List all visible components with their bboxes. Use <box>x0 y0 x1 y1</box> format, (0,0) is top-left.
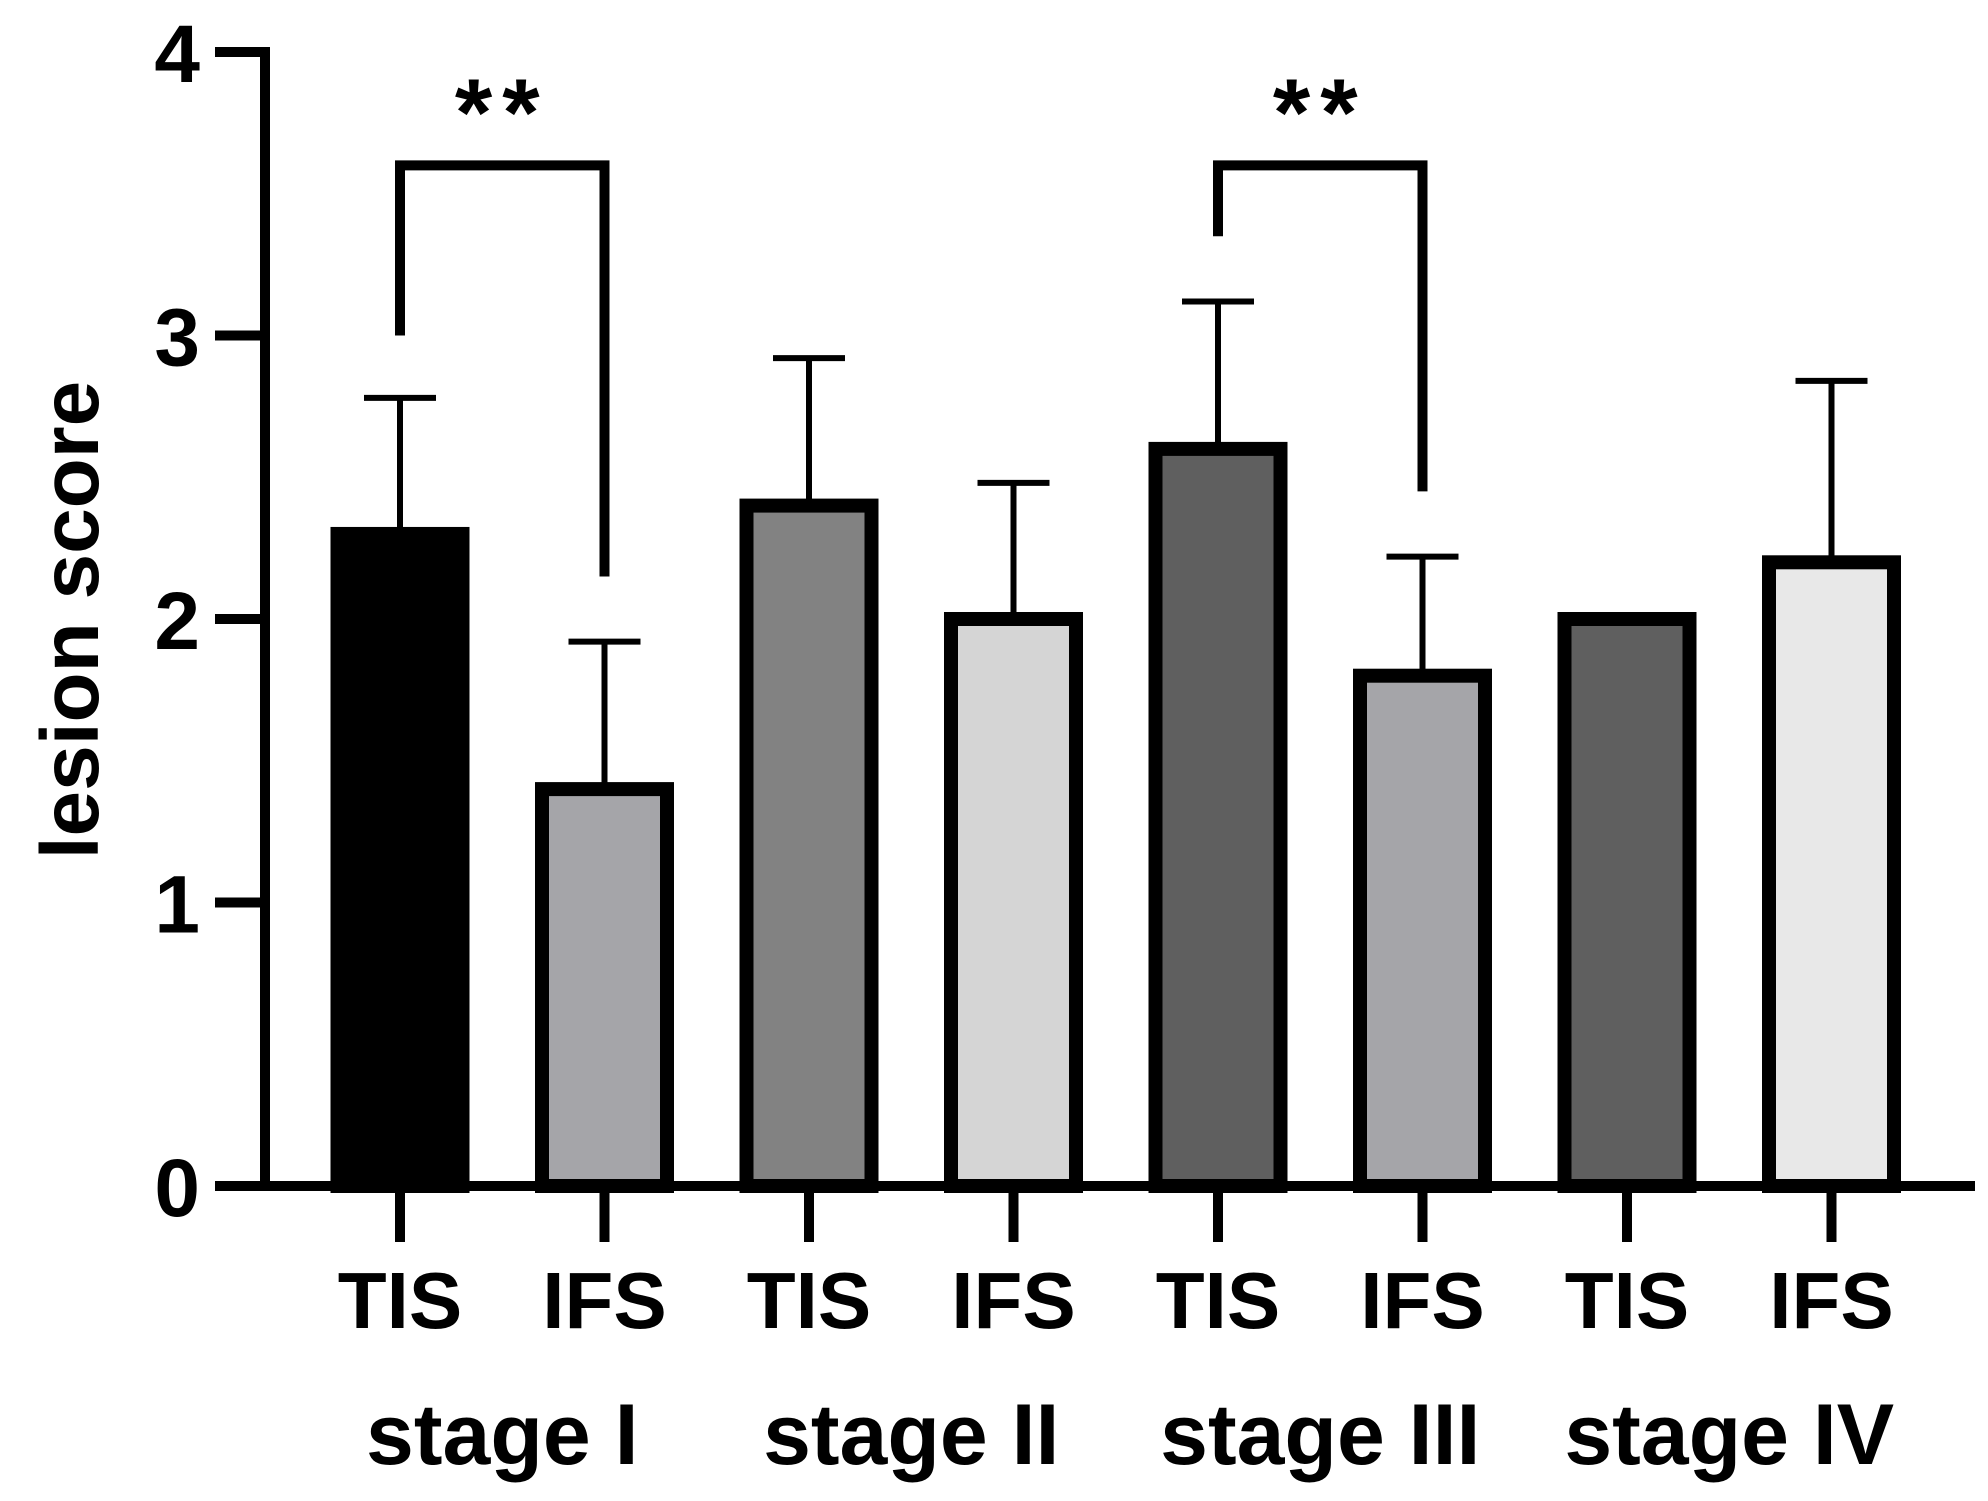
y-tick-label: 1 <box>154 860 200 951</box>
bar-1-ifs <box>535 782 674 1193</box>
axes-layer <box>215 47 1975 1242</box>
significance-bracket <box>395 160 610 577</box>
bar-4-tis <box>1557 612 1697 1193</box>
bar-1-tis <box>330 526 470 1193</box>
x-tick-label: TIS <box>1156 1256 1280 1345</box>
x-tick-label: IFS <box>951 1256 1075 1345</box>
bar-3-ifs <box>1353 668 1492 1193</box>
x-tick-label: IFS <box>1360 1256 1484 1345</box>
x-tick-label: IFS <box>542 1256 666 1345</box>
significance-label: ** <box>1273 59 1368 166</box>
bars-layer <box>330 441 1901 1194</box>
group-label: stage IV <box>1564 1387 1894 1483</box>
error-bars-layer <box>364 298 1868 790</box>
annotations-layer: ** ** <box>395 59 1428 577</box>
x-tick-label: TIS <box>747 1256 871 1345</box>
y-tick-label: 4 <box>154 9 200 100</box>
x-tick-label: TIS <box>338 1256 462 1345</box>
bar-3-tis <box>1148 441 1288 1193</box>
significance-label: ** <box>455 59 550 166</box>
group-label: stage II <box>763 1387 1059 1483</box>
y-tick-label: 3 <box>154 293 200 384</box>
x-tick-label: IFS <box>1769 1256 1893 1345</box>
group-label: stage III <box>1160 1387 1480 1483</box>
y-tick-label: 2 <box>154 576 200 667</box>
labels-layer: TIS IFS stage I TIS IFS stage II TIS IFS stage I… <box>154 9 1894 1483</box>
y-tick-label: 0 <box>154 1143 200 1234</box>
bar-4-ifs <box>1762 555 1901 1193</box>
bar-2-tis <box>739 498 879 1194</box>
bar-2-ifs <box>944 612 1083 1193</box>
x-tick-label: TIS <box>1565 1256 1689 1345</box>
y-axis-label: lesion score <box>25 381 116 860</box>
significance-bracket <box>1213 160 1428 492</box>
group-label: stage I <box>366 1387 638 1483</box>
